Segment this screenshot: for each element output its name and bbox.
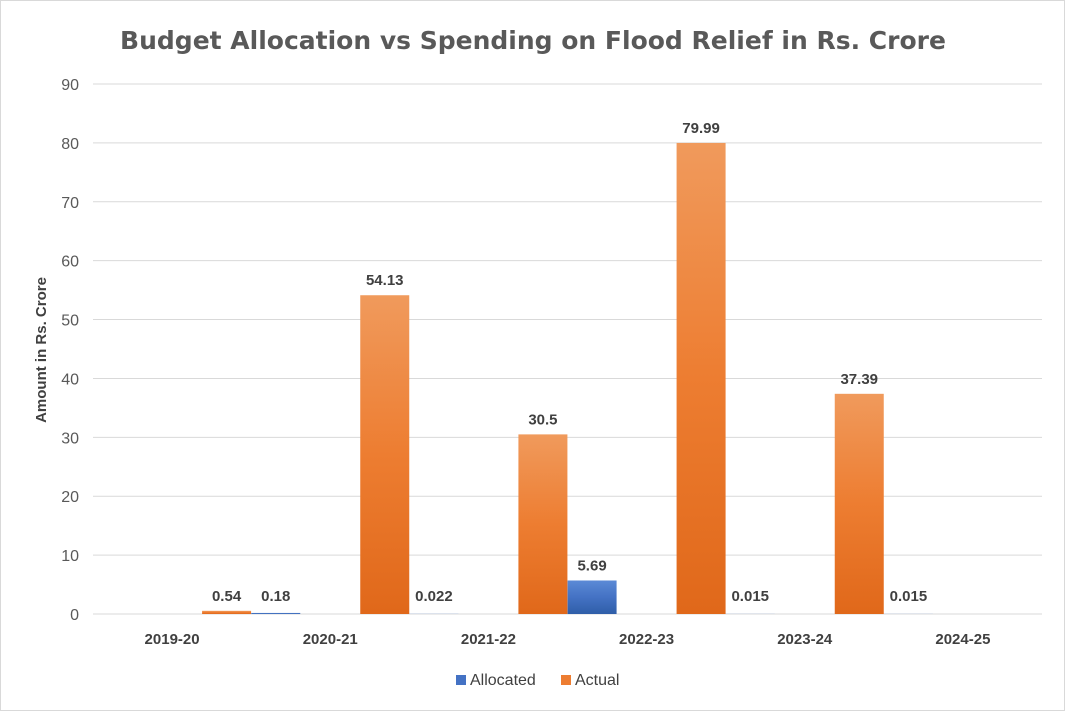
data-label: 0.54 [212, 588, 242, 605]
bar-allocated-2022-23 [568, 580, 617, 614]
y-tick-label: 60 [61, 254, 79, 271]
data-label: 0.18 [261, 588, 290, 605]
gridlines [93, 84, 1042, 614]
y-tick-label: 20 [61, 489, 79, 506]
data-label: 30.5 [528, 411, 557, 428]
data-label: 0.015 [890, 588, 928, 605]
legend-swatch [561, 675, 571, 685]
data-labels: 0.54 0.18 54.13 0.022 30.5 5.69 79.99 0.015 37.3… [212, 120, 927, 605]
y-axis-ticks: 0 10 20 30 40 50 60 70 80 90 [61, 77, 79, 624]
bar-actual-2020-21 [360, 295, 409, 614]
y-tick-label: 80 [61, 136, 79, 153]
bar-actual-2022-23 [677, 143, 726, 614]
y-axis-label: Amount in Rs. Crore [33, 277, 50, 423]
y-tick-label: 50 [61, 313, 79, 330]
chart-title: Budget Allocation vs Spending on Flood R… [120, 26, 946, 55]
legend-label: Allocated [470, 672, 536, 689]
legend-label: Actual [575, 672, 619, 689]
bar-actual-2021-22 [518, 434, 567, 614]
legend: Allocated Actual [456, 672, 619, 689]
data-label: 79.99 [682, 120, 720, 137]
data-label: 37.39 [840, 371, 878, 388]
y-tick-label: 40 [61, 371, 79, 388]
x-tick-label: 2020-21 [303, 631, 358, 648]
x-tick-label: 2019-20 [145, 631, 200, 648]
data-label: 5.69 [577, 557, 606, 574]
bar-allocated-2020-21 [251, 613, 300, 614]
x-tick-label: 2022-23 [619, 631, 674, 648]
bar-actual-2023-24 [835, 394, 884, 614]
x-tick-label: 2021-22 [461, 631, 516, 648]
data-label: 0.015 [731, 588, 769, 605]
x-tick-label: 2024-25 [935, 631, 990, 648]
x-tick-label: 2023-24 [777, 631, 833, 648]
y-tick-label: 0 [70, 607, 79, 624]
y-tick-label: 30 [61, 430, 79, 447]
data-label: 0.022 [415, 588, 453, 605]
legend-swatch [456, 675, 466, 685]
y-tick-label: 10 [61, 548, 79, 565]
y-tick-label: 70 [61, 195, 79, 212]
data-label: 54.13 [366, 272, 404, 289]
x-axis-ticks: 2019-20 2020-21 2021-22 2022-23 2023-24 2024-… [145, 631, 991, 648]
bar-actual-2019-20 [202, 611, 251, 614]
y-tick-label: 90 [61, 77, 79, 94]
